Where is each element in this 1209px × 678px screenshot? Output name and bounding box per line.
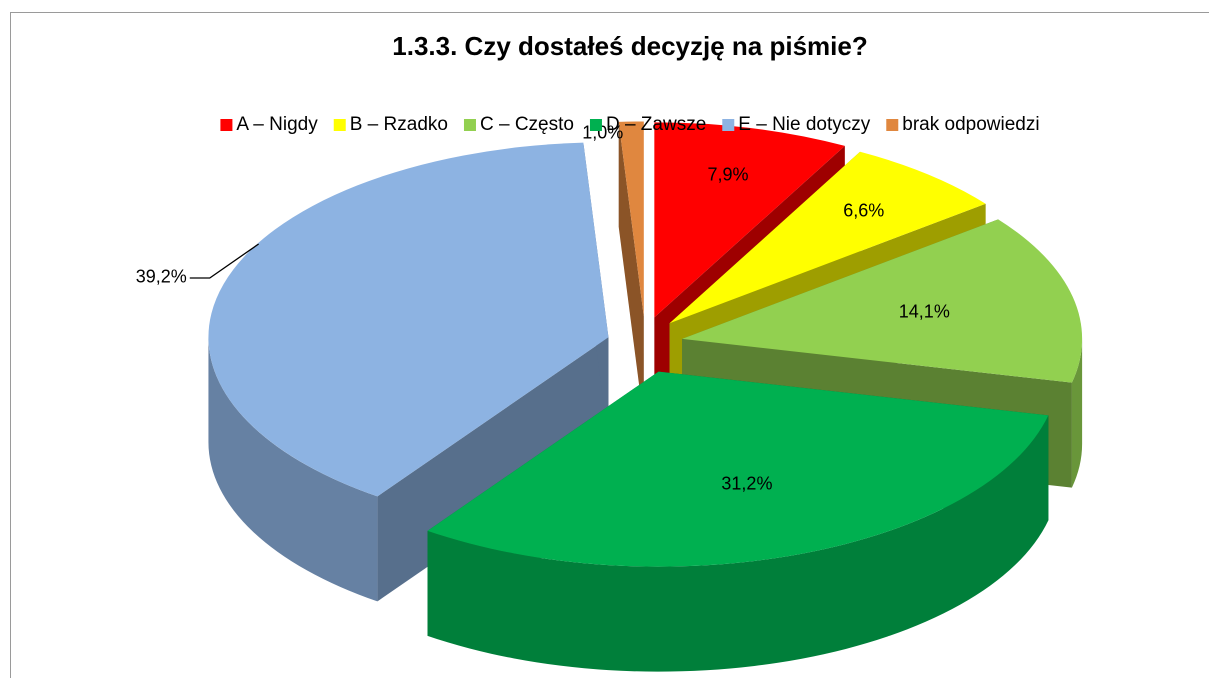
pie-slice — [427, 371, 1049, 567]
legend-swatch — [722, 119, 735, 131]
slice-outer-wall — [1071, 338, 1083, 488]
leader-line — [189, 243, 260, 279]
value-label: 39,2% — [136, 267, 187, 287]
legend-swatch — [463, 119, 476, 131]
value-label: 14,1% — [899, 302, 950, 322]
value-label: 31,2% — [721, 473, 772, 493]
legend-swatch — [886, 119, 899, 131]
legend-swatch — [333, 119, 346, 131]
pie-slice — [654, 122, 845, 318]
slice-outer-wall — [427, 415, 1049, 672]
slice-tops — [208, 121, 1083, 567]
legend: A – Nigdy B – Rzadko C – Często D – Zawsze E… — [220, 114, 1040, 135]
legend-label: A – Nigdy — [236, 114, 318, 135]
legend-label: C – Często — [480, 114, 574, 135]
chart-frame — [10, 12, 1209, 678]
pie-slice — [669, 151, 986, 324]
value-label: 7,9% — [708, 164, 749, 184]
legend-label: B – Rzadko — [350, 114, 448, 135]
pie-slice — [618, 121, 644, 317]
legend-swatch — [220, 119, 233, 131]
slice-radial-wall — [618, 121, 644, 422]
legend-label: D – Zawsze — [606, 114, 706, 135]
slice-outer-wall — [208, 337, 378, 602]
legend-label: E – Nie dotyczy — [738, 114, 870, 135]
pie-slice — [208, 142, 609, 497]
pie-slice — [682, 219, 1083, 383]
value-label: 6,6% — [843, 201, 884, 221]
legend-label: brak odpowiedzi — [902, 114, 1039, 135]
legend-swatch — [589, 119, 602, 131]
chart-title: 1.3.3. Czy dostałeś decyzję na piśmie? — [392, 31, 867, 61]
